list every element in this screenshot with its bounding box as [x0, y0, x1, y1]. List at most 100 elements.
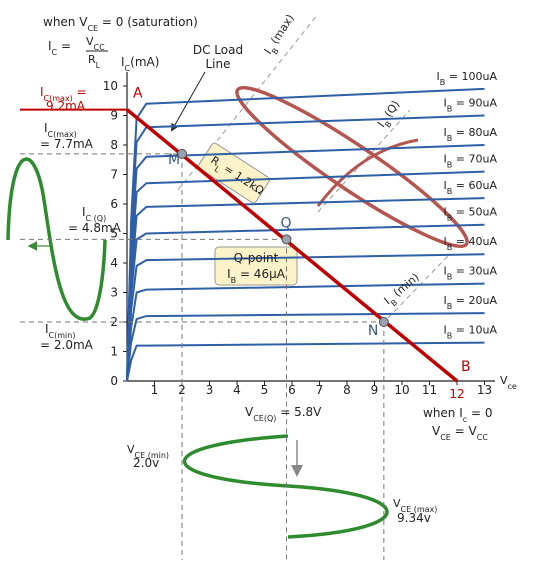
- text-part: = 40uA: [452, 235, 497, 248]
- text-part: I: [382, 295, 393, 307]
- text-part: = 70uA: [452, 153, 497, 166]
- text-part: V: [432, 424, 441, 438]
- text-part: = 30uA: [452, 265, 497, 278]
- text-part: B: [447, 272, 453, 281]
- operating-point: [378, 317, 389, 327]
- text-part: 2.0v: [133, 456, 159, 470]
- y-tick-label: 7: [110, 168, 118, 182]
- text-part: B: [447, 160, 453, 169]
- text-part: = 100uA: [445, 70, 497, 83]
- y-tick-label: 6: [110, 197, 118, 211]
- y-tick-label: 10: [103, 79, 118, 93]
- x-tick-label: 7: [316, 383, 324, 397]
- swing-ellipse: [235, 85, 469, 249]
- y-tick-label: 4: [110, 256, 118, 270]
- text-part: = 5.8V: [276, 405, 322, 419]
- text-part: (mA): [130, 55, 159, 69]
- text-part: =: [57, 39, 71, 53]
- text-part: = 50uA: [452, 206, 497, 219]
- text-part: V: [393, 497, 401, 510]
- annotation: IB (max): [262, 12, 300, 59]
- annotation: IC(mA): [121, 55, 159, 73]
- curve-label: IB = 50uA: [444, 206, 498, 223]
- x-tick-label: 6: [288, 383, 296, 397]
- annotation: VCE(Q) = 5.8V: [245, 405, 322, 423]
- background-layout: [6, 13, 469, 539]
- text-part: = 2.0mA: [40, 338, 94, 352]
- annotation: VCE (max): [393, 497, 437, 514]
- annotation: 9.34v: [397, 511, 431, 525]
- annotation: = 2.0mA: [40, 338, 94, 352]
- text-part: I: [437, 70, 440, 83]
- curve-label: IB = 90uA: [444, 97, 498, 114]
- text-part: I: [82, 205, 86, 219]
- text-part: = 20uA: [452, 294, 497, 307]
- text-part: I: [48, 39, 52, 53]
- text-part: B: [383, 119, 394, 129]
- text-part: B: [447, 104, 453, 113]
- curve-label: IB = 40uA: [444, 235, 498, 252]
- text-part: V: [245, 405, 254, 419]
- annotation: 9.2mA: [46, 99, 86, 113]
- text-part: B: [389, 297, 399, 307]
- curve-label: IB = 30uA: [444, 265, 498, 282]
- q-point-box: [214, 246, 298, 286]
- text-part: ce: [508, 382, 517, 391]
- annotation: Q-point: [234, 251, 279, 265]
- annotation: = 4.8mA: [68, 221, 122, 235]
- x-tick-label: 9: [371, 383, 379, 397]
- x-tick-label: 13: [477, 383, 492, 397]
- text-part: = 4.8mA: [68, 221, 122, 235]
- y-tick-label: 8: [110, 138, 118, 152]
- text-part: = 90uA: [452, 97, 497, 110]
- text-part: CC: [94, 43, 106, 52]
- text-part: R: [88, 53, 96, 66]
- text-part: (max): [266, 12, 297, 49]
- text-part: I: [227, 267, 231, 281]
- text-part: = 10uA: [452, 324, 497, 337]
- text-part: = 46μA: [236, 267, 286, 281]
- text-part: I: [444, 206, 447, 219]
- ib-curve: [126, 87, 485, 382]
- annotation: DC Load: [193, 43, 243, 57]
- text-part: C: [125, 64, 131, 73]
- text-part: CC: [477, 433, 489, 442]
- curve-label: IB = 10uA: [444, 324, 498, 341]
- y-tick-label: 1: [110, 345, 118, 359]
- text-part: B: [447, 187, 453, 196]
- text-part: =: [73, 85, 87, 99]
- text-part: CE (max): [401, 505, 438, 514]
- text-part: V: [500, 374, 508, 387]
- text-part: = 80uA: [452, 126, 497, 139]
- point-label: Q: [281, 215, 292, 231]
- point-label: N: [368, 323, 378, 339]
- curve-label: IB = 20uA: [444, 294, 498, 311]
- text-part: C: [52, 48, 58, 57]
- x-tick-label: 12: [449, 387, 464, 401]
- x-tick-label: 5: [261, 383, 269, 397]
- annotation: IB (Q): [375, 98, 405, 132]
- text-part: I: [375, 120, 388, 130]
- text-part: I: [444, 179, 447, 192]
- text-part: I: [44, 121, 48, 135]
- x-tick-label: 4: [233, 383, 241, 397]
- y-tick-label: 9: [110, 109, 118, 123]
- text-part: c: [463, 415, 467, 424]
- text-part: C(max): [48, 130, 77, 139]
- annotation: IB = 46μA: [227, 267, 286, 285]
- annotation: VCC: [86, 35, 105, 52]
- y-tick-label: 5: [110, 227, 118, 241]
- annotation: IC(max) =: [40, 85, 87, 103]
- curve-label: IB = 100uA: [437, 70, 498, 87]
- annotation: Line: [205, 57, 230, 71]
- text-part: 9.2mA: [46, 99, 86, 113]
- text-part: L: [96, 61, 101, 70]
- text-part: I: [262, 47, 275, 57]
- operating-point: [177, 148, 187, 159]
- text-part: V: [127, 443, 135, 456]
- ic-wave: [6, 157, 107, 321]
- text-part: I: [444, 324, 447, 337]
- text-part: I: [121, 55, 125, 69]
- text-part: B: [447, 331, 453, 340]
